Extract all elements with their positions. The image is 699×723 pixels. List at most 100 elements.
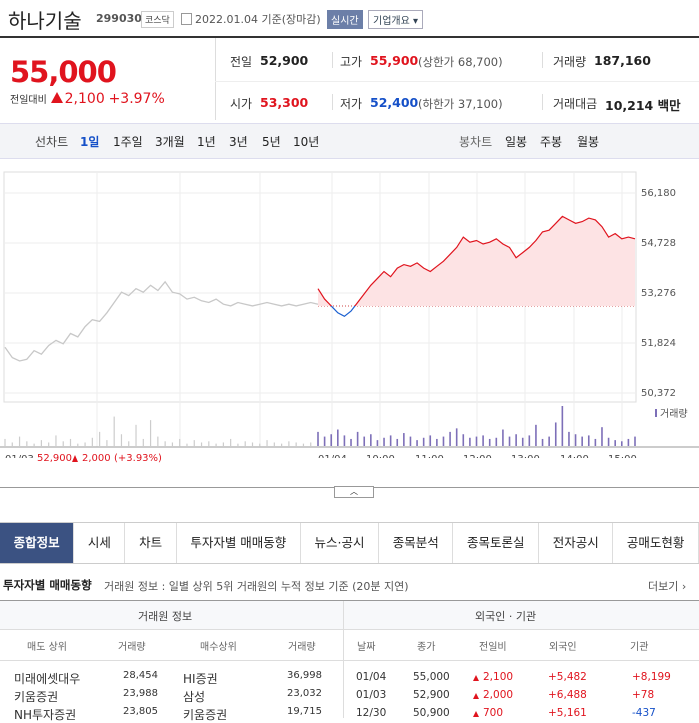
x-tick-label: 15:00: [608, 454, 637, 458]
volume-bar: [581, 436, 583, 446]
tab[interactable]: 월봉: [577, 135, 600, 149]
nav-tab[interactable]: 공매도현황: [613, 523, 699, 563]
cell: 2,000: [483, 689, 514, 701]
divider: [0, 36, 699, 38]
x-tick-label: 13:00: [511, 454, 540, 458]
volume-bar: [502, 429, 504, 446]
volume-bar: [237, 443, 239, 446]
volume-bar: [356, 431, 359, 446]
stat-value: 55,900: [370, 53, 419, 68]
col-header: 종가: [417, 642, 436, 653]
up-icon: [50, 92, 63, 103]
cell: 미래에셋대우: [14, 672, 81, 686]
volume-bar: [230, 438, 232, 446]
tab-label: 선차트: [35, 135, 69, 149]
volume-bar: [363, 436, 366, 446]
stat-value: 53,300: [260, 95, 309, 110]
y-tick-label: 56,180: [641, 188, 676, 199]
tab[interactable]: 3개월: [155, 135, 185, 149]
col-header: 매수상위: [200, 642, 237, 653]
col-header: 거래량: [118, 642, 146, 653]
tab[interactable]: 1주일: [113, 135, 143, 149]
volume-bar: [469, 437, 471, 446]
volume-bar: [208, 441, 210, 446]
chart-tabs: [0, 123, 699, 159]
volume-bar: [186, 443, 188, 446]
plot-frame: [3, 171, 637, 403]
volume-bar: [11, 442, 13, 446]
col-header: 날짜: [357, 642, 376, 653]
prev-line: [4, 280, 319, 362]
volume-bar: [541, 438, 544, 446]
y-tick-label: 53,276: [641, 288, 676, 299]
tab[interactable]: 1년: [197, 135, 216, 149]
stat-label: 전일: [230, 55, 253, 69]
volume-bar: [561, 406, 564, 446]
company-button[interactable]: 기업개요 ▾: [368, 10, 424, 29]
date-icon: [181, 13, 192, 25]
nav-tab[interactable]: 전자공시: [539, 523, 614, 563]
nav-tabs: 종합정보 시세 차트 투자자별 매매동향 뉴스·공시 종목분석 종목토론실 전자공시 공매도현황: [0, 522, 699, 564]
nav-tab[interactable]: 종목토론실: [453, 523, 540, 563]
cell: 23,805: [123, 706, 158, 717]
volume-bar: [157, 436, 159, 446]
cell: 19,715: [287, 706, 322, 717]
col-header: 거래량: [288, 642, 316, 653]
stat-label: 거래대금: [553, 97, 598, 111]
cell: +8,199: [632, 671, 671, 683]
volume-bar: [4, 438, 6, 446]
volume-bar: [409, 436, 412, 446]
realtime-badge[interactable]: 실시간: [327, 10, 363, 29]
volume-bar: [288, 441, 290, 446]
cell: 2,100: [483, 671, 514, 683]
volume-bar: [508, 436, 511, 446]
legend-swatch: [655, 409, 657, 417]
chart: 50,372 51,824 53,276 54,728 56,180 거래량 01/03 01…: [0, 171, 699, 458]
volume-bar: [482, 435, 484, 446]
table-head: [0, 601, 699, 630]
volume-bar: [120, 434, 123, 446]
more-text: 더보기: [648, 580, 679, 593]
y-tick-label: 54,728: [641, 238, 676, 249]
table-border: [0, 600, 699, 601]
current-price: 55,000: [10, 55, 117, 89]
section-desc: 거래원 정보 : 일별 상위 5위 거래원의 누적 정보 기준 (20분 지연): [104, 580, 409, 593]
cell: 52,900: [413, 689, 450, 701]
volume-bar: [251, 442, 254, 446]
change-pct: +3.97%: [108, 91, 165, 107]
tab[interactable]: 10년: [293, 135, 320, 149]
nav-tab[interactable]: 차트: [125, 523, 177, 563]
tab[interactable]: 1일: [80, 135, 100, 149]
volume-bar: [281, 443, 283, 446]
nav-tab[interactable]: 뉴스·공시: [301, 523, 380, 563]
nav-tab[interactable]: 시세: [74, 523, 126, 563]
stat-label: 저가: [340, 97, 363, 111]
volume-bar: [627, 438, 630, 446]
x-tick-label: 10:00: [366, 454, 395, 458]
volume-bar: [515, 434, 517, 446]
nav-tab[interactable]: 종합정보: [0, 523, 75, 563]
tab[interactable]: 주봉: [540, 135, 563, 149]
divider: [215, 38, 216, 120]
footer-close: 52,900: [37, 453, 72, 464]
tab[interactable]: 일봉: [505, 135, 528, 149]
nav-tab[interactable]: 종목분석: [379, 523, 454, 563]
cell: HI증권: [183, 672, 218, 686]
tab[interactable]: 3년: [229, 135, 248, 149]
nav-tab[interactable]: 투자자별 매매동향: [177, 523, 301, 563]
more-link[interactable]: 더보기 ›: [648, 580, 687, 593]
x-tick-label: 12:00: [463, 454, 492, 458]
volume-bar: [149, 420, 152, 446]
cell: 키움증권: [183, 708, 228, 722]
cell: 12/30: [356, 707, 387, 719]
collapse-button[interactable]: ︿: [334, 486, 374, 498]
volume-bar: [416, 440, 418, 446]
tab[interactable]: 5년: [262, 135, 281, 149]
volume-bar: [455, 428, 458, 446]
legend-label: 거래량: [660, 408, 688, 420]
volume-bar: [535, 424, 537, 446]
volume-bar: [33, 443, 35, 446]
cell: 36,998: [287, 670, 322, 681]
table-title: 외국인 · 기관: [475, 610, 537, 623]
volume-bar: [422, 437, 425, 446]
